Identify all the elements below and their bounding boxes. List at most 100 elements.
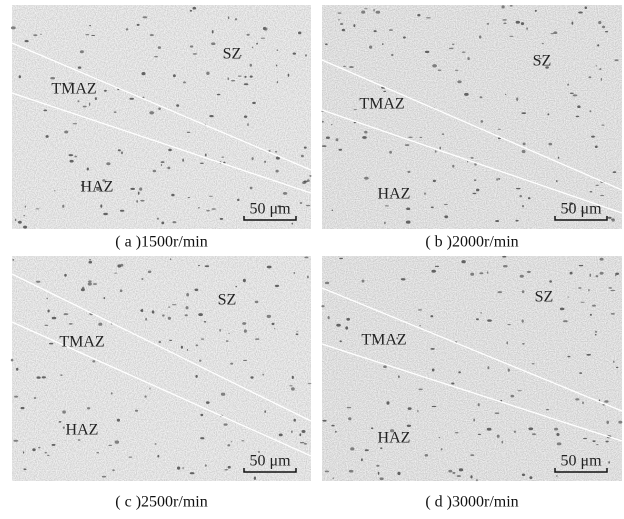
particle — [209, 115, 213, 117]
particle — [448, 470, 452, 473]
particle — [430, 315, 433, 317]
particle — [549, 143, 553, 146]
particle — [161, 161, 165, 163]
particle — [481, 312, 482, 314]
particle — [130, 188, 135, 190]
particle — [231, 441, 232, 442]
micrograph-image — [322, 256, 622, 481]
particle — [408, 137, 412, 138]
particle — [244, 83, 249, 85]
particle — [288, 74, 290, 77]
particle — [479, 272, 483, 274]
particle — [104, 90, 107, 92]
particle — [196, 344, 199, 346]
particle — [252, 47, 253, 49]
particle — [467, 161, 468, 162]
particle — [62, 410, 66, 413]
particle — [586, 354, 591, 356]
particle — [190, 10, 192, 12]
particle — [185, 314, 188, 316]
particle — [87, 168, 89, 171]
particle — [502, 5, 505, 8]
particle — [433, 180, 436, 182]
particle — [49, 343, 53, 345]
particle — [558, 157, 559, 159]
particle — [183, 81, 186, 83]
particle — [408, 407, 412, 410]
particle — [135, 410, 138, 412]
particle — [200, 414, 203, 416]
particle — [461, 260, 465, 263]
particle — [451, 383, 454, 385]
particle — [182, 159, 184, 162]
particle — [325, 282, 329, 285]
particle — [304, 443, 307, 445]
particle — [430, 348, 434, 350]
particle — [80, 50, 84, 53]
particle — [521, 112, 526, 114]
particle — [509, 36, 513, 37]
particle — [190, 472, 195, 474]
particle — [275, 151, 277, 153]
particle — [487, 271, 489, 274]
particle — [432, 406, 437, 407]
particle — [145, 318, 146, 321]
particle — [522, 290, 525, 293]
particle — [149, 111, 154, 114]
particle — [398, 375, 400, 378]
particle — [600, 272, 604, 275]
particle — [293, 53, 296, 55]
particle — [354, 109, 357, 110]
particle — [591, 136, 595, 138]
particle — [183, 467, 184, 470]
particle — [551, 33, 555, 34]
particle — [199, 360, 201, 362]
particle — [608, 217, 612, 219]
particle — [117, 419, 120, 422]
particle — [444, 204, 448, 205]
zone-label: SZ — [535, 289, 554, 306]
particle — [374, 30, 377, 32]
particle — [186, 293, 189, 296]
particle — [209, 196, 213, 197]
particle — [37, 376, 41, 378]
particle — [244, 329, 247, 332]
particle — [115, 440, 119, 443]
particle — [212, 208, 216, 210]
particle — [211, 42, 215, 45]
zone-label: HAZ — [66, 422, 99, 439]
particle — [305, 54, 307, 56]
particle — [243, 360, 247, 361]
zone-label: HAZ — [378, 430, 411, 447]
particle — [473, 193, 477, 194]
particle — [173, 221, 177, 223]
particle — [86, 34, 90, 35]
particle — [383, 91, 386, 92]
particle — [487, 319, 492, 321]
particle — [516, 188, 521, 189]
particle — [162, 314, 165, 316]
particle — [220, 218, 223, 220]
particle — [579, 372, 582, 374]
particle — [102, 476, 106, 478]
particle — [226, 340, 229, 342]
particle — [343, 66, 346, 67]
particle — [142, 72, 146, 75]
particle — [601, 78, 602, 81]
particle — [589, 76, 592, 78]
particle — [520, 275, 524, 278]
particle — [126, 28, 129, 30]
particle — [497, 435, 500, 438]
particle — [136, 200, 137, 203]
particle — [618, 421, 622, 424]
particle — [467, 57, 469, 60]
particle — [18, 221, 22, 224]
particle — [150, 34, 154, 36]
particle — [439, 437, 441, 438]
particle — [11, 359, 14, 362]
particle — [595, 331, 597, 333]
particle — [47, 455, 50, 456]
zone-label: TMAZ — [51, 81, 96, 98]
particle — [69, 323, 73, 324]
particle — [527, 271, 531, 273]
